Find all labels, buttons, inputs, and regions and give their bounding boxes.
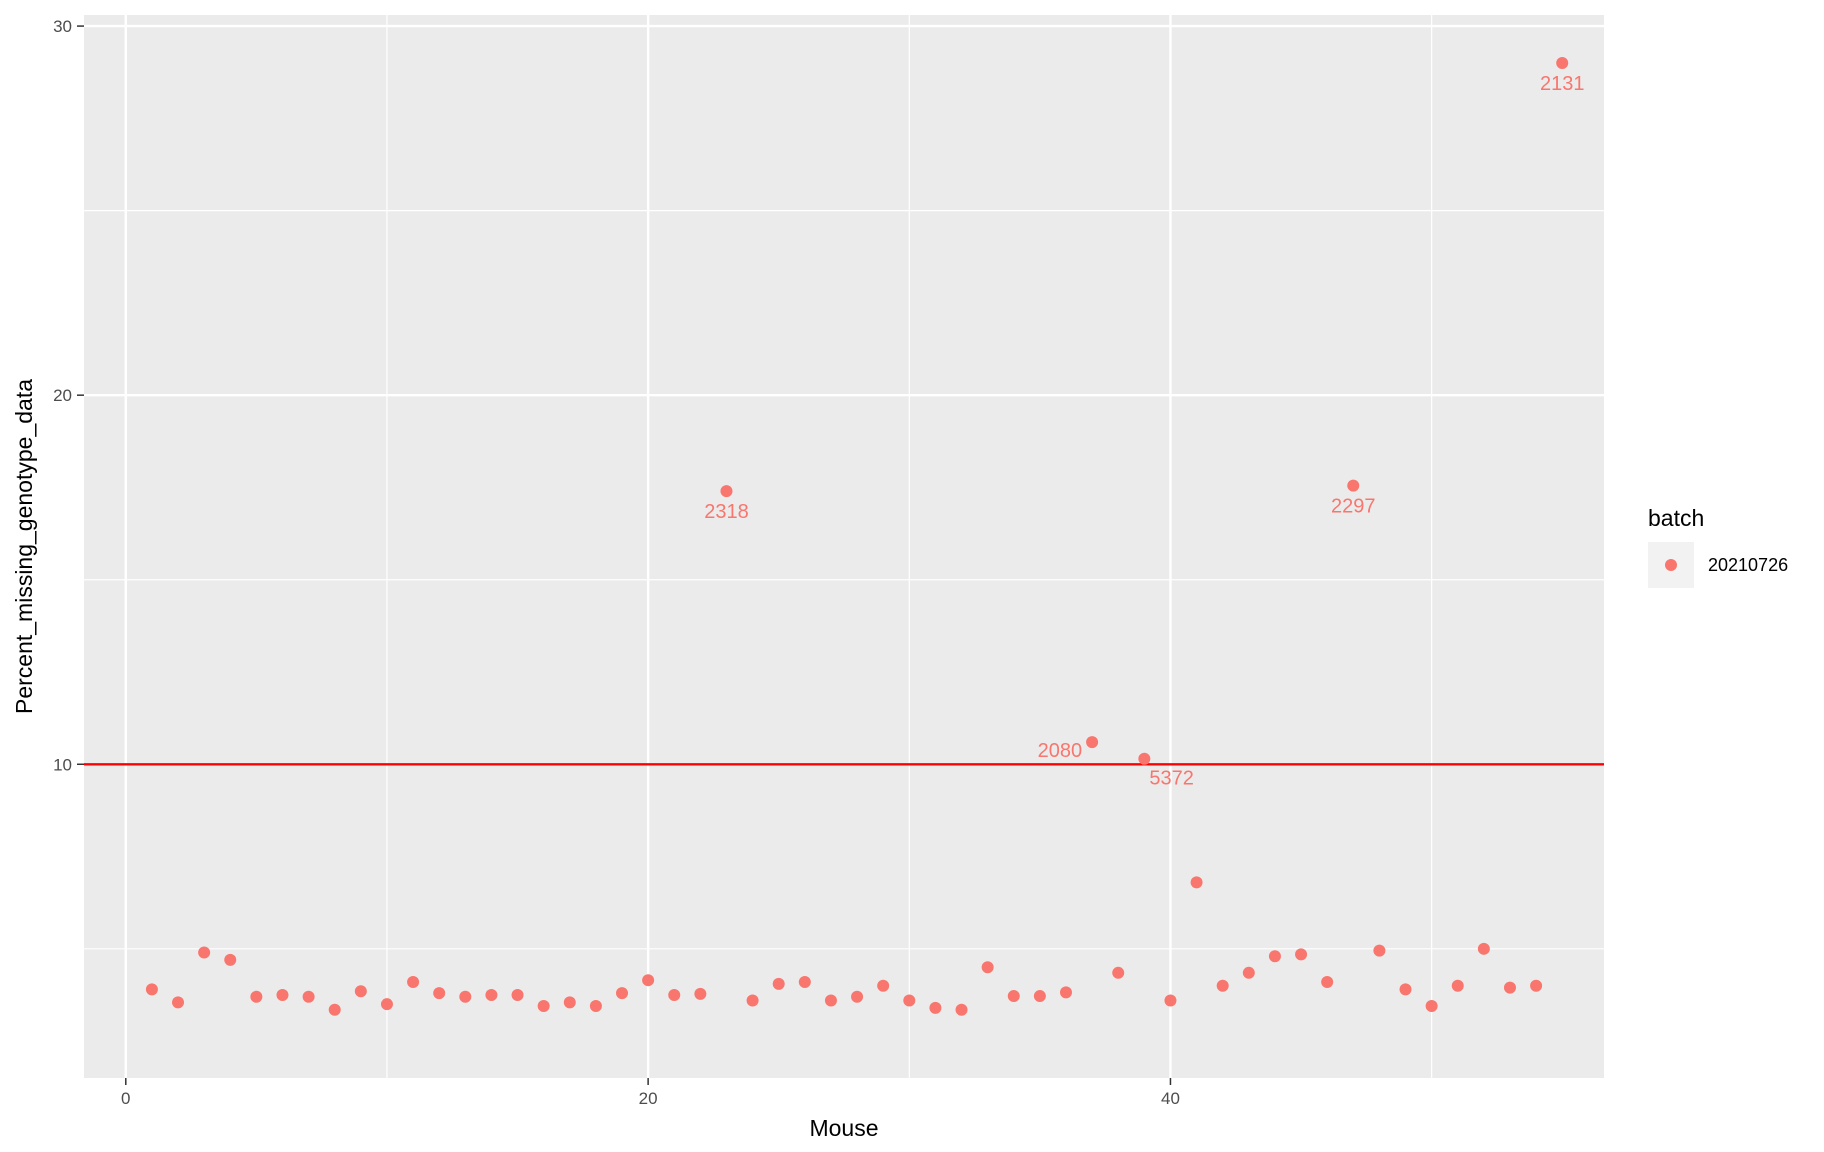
- data-point: [1321, 976, 1334, 989]
- data-point: [198, 946, 211, 959]
- legend-title: batch: [1648, 505, 1704, 531]
- data-point: [1242, 966, 1255, 979]
- x-axis: 0 20 40: [121, 1078, 1180, 1108]
- data-point: [981, 961, 994, 974]
- data-point: [433, 987, 446, 1000]
- data-point: [250, 990, 263, 1003]
- data-point: [772, 977, 785, 990]
- data-point: [354, 985, 367, 998]
- legend-label: 20210726: [1708, 555, 1788, 575]
- data-point: [1425, 1000, 1438, 1013]
- y-tick-label: 30: [53, 17, 72, 36]
- data-point: [1138, 752, 1151, 765]
- data-point: [851, 990, 864, 1003]
- data-point: [1530, 979, 1543, 992]
- point-labels: 2318 2297 2131 2080 5372: [704, 73, 1584, 790]
- data-point: [1164, 994, 1177, 1007]
- data-point: [224, 953, 237, 966]
- data-point: [694, 987, 707, 1000]
- data-point: [589, 1000, 602, 1013]
- data-point: [616, 987, 629, 1000]
- data-point: [459, 990, 472, 1003]
- data-point: [798, 976, 811, 989]
- data-point: [1373, 944, 1386, 957]
- y-axis: 10 20 30: [53, 17, 84, 774]
- data-point: [1033, 990, 1046, 1003]
- data-point: [642, 974, 655, 987]
- data-point: [302, 990, 315, 1003]
- data-point: [1007, 990, 1020, 1003]
- data-point: [172, 996, 185, 1009]
- data-point: [1477, 942, 1490, 955]
- data-point: [720, 485, 733, 498]
- data-point: [1503, 981, 1516, 994]
- plot-panel: [84, 15, 1604, 1078]
- data-point: [328, 1003, 341, 1016]
- data-point: [903, 994, 916, 1007]
- data-point: [1112, 966, 1125, 979]
- data-point: [1295, 948, 1308, 961]
- y-tick-label: 20: [53, 386, 72, 405]
- data-point: [824, 994, 837, 1007]
- x-tick-label: 0: [121, 1089, 130, 1108]
- data-point: [380, 998, 393, 1011]
- point-label: 2131: [1540, 73, 1585, 95]
- x-axis-title: Mouse: [809, 1115, 878, 1141]
- data-point: [563, 996, 576, 1009]
- y-tick-label: 10: [53, 755, 72, 774]
- data-point: [668, 988, 681, 1001]
- x-tick-label: 20: [639, 1089, 658, 1108]
- data-point: [1347, 479, 1360, 492]
- data-point: [1216, 979, 1229, 992]
- y-axis-title: Percent_missing_genotype_data: [11, 379, 37, 714]
- data-points: [145, 56, 1569, 1016]
- point-label: 5372: [1149, 768, 1194, 790]
- data-point: [145, 983, 158, 996]
- data-point: [1190, 876, 1203, 889]
- legend-marker: [1665, 559, 1677, 571]
- minor-gridlines: [84, 15, 1604, 1078]
- data-point: [276, 988, 289, 1001]
- data-point: [929, 1001, 942, 1014]
- data-point: [407, 976, 420, 989]
- data-point: [877, 979, 890, 992]
- data-point: [511, 988, 524, 1001]
- data-point: [537, 1000, 550, 1013]
- data-point: [1059, 986, 1072, 999]
- data-point: [1399, 983, 1412, 996]
- point-label: 2080: [1038, 740, 1083, 762]
- data-point: [746, 994, 759, 1007]
- data-point: [955, 1003, 968, 1016]
- point-label: 2297: [1331, 496, 1376, 518]
- data-point: [1451, 979, 1464, 992]
- data-point: [1086, 736, 1099, 749]
- x-tick-label: 40: [1161, 1089, 1180, 1108]
- data-point: [1556, 56, 1569, 69]
- data-point: [485, 988, 498, 1001]
- data-point: [1268, 950, 1281, 963]
- point-label: 2318: [704, 501, 749, 523]
- legend: batch 20210726: [1648, 505, 1788, 588]
